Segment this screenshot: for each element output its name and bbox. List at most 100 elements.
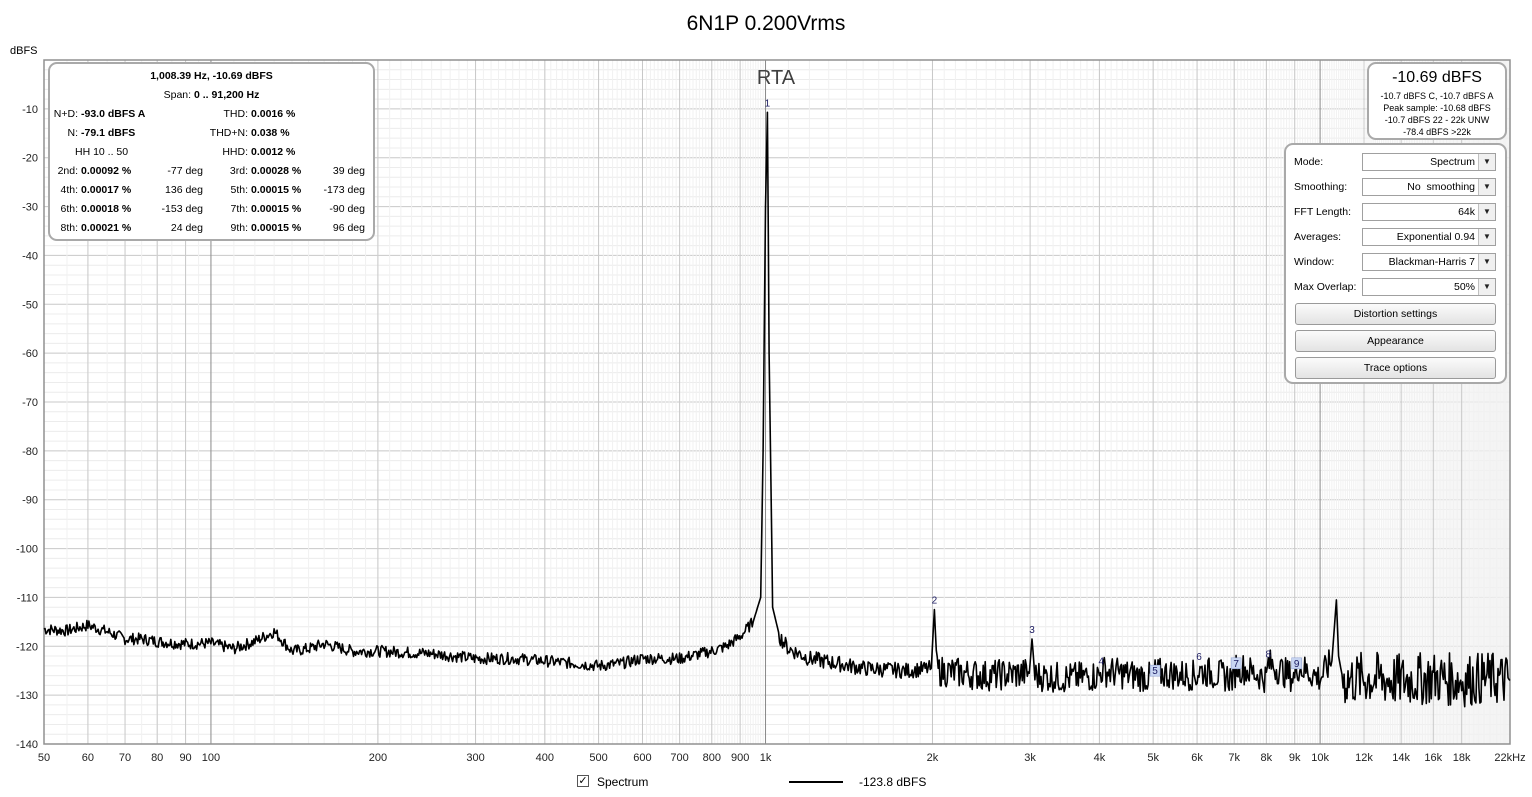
max-overlap-label: Max Overlap: xyxy=(1294,281,1357,293)
x-tick-label: 10k xyxy=(1311,752,1329,764)
harmonic-marker-label: 1 xyxy=(765,98,771,109)
x-tick-label: 600 xyxy=(633,752,651,764)
fft-length-value: 64k xyxy=(1458,206,1475,218)
mode-row: Mode: Spectrum ▼ xyxy=(1294,153,1498,173)
plot-area[interactable] xyxy=(43,59,1511,745)
harmonic-label: 3rd: xyxy=(229,165,248,177)
harmonic-marker-label: 7 xyxy=(1233,659,1239,670)
x-tick-label: 200 xyxy=(369,752,387,764)
x-tick-label: 14k xyxy=(1392,752,1410,764)
averages-value: Exponential 0.94 xyxy=(1396,231,1475,243)
spectrum-line xyxy=(43,111,1511,708)
y-tick-label: -10 xyxy=(22,104,38,116)
x-tick-label: 300 xyxy=(466,752,484,764)
legend-line-swatch xyxy=(789,781,843,783)
level-readout-box: -10.69 dBFS -10.7 dBFS C, -10.7 dBFS A P… xyxy=(1367,62,1507,140)
harmonic-marker-label: 6 xyxy=(1196,652,1202,663)
x-tick-label: 50 xyxy=(38,752,50,764)
y-tick-label: -40 xyxy=(22,250,38,262)
x-tick-label: 12k xyxy=(1355,752,1373,764)
harmonic-label: 7th: xyxy=(230,203,248,215)
harmonic-marker: 4 xyxy=(1099,657,1105,668)
chevron-down-icon[interactable]: ▼ xyxy=(1478,279,1495,295)
y-tick-label: -90 xyxy=(22,495,38,507)
max-overlap-value: 50% xyxy=(1453,281,1475,293)
span-value: 0 .. 91,200 Hz xyxy=(194,89,260,101)
harmonic-phase: -90 deg xyxy=(329,203,365,215)
mode-label: Mode: xyxy=(1294,156,1324,168)
spectrum-checkbox[interactable]: ✓ xyxy=(577,775,589,787)
trace-options-button[interactable]: Trace options xyxy=(1295,357,1496,379)
window-select[interactable]: Blackman-Harris 7 ▼ xyxy=(1362,253,1496,271)
mode-value: Spectrum xyxy=(1430,156,1475,168)
harmonic-value: 0.00092 % xyxy=(81,165,132,177)
level-big: -10.69 dBFS xyxy=(1392,69,1482,86)
smoothing-select[interactable]: No smoothing ▼ xyxy=(1362,178,1496,196)
y-tick-label: -130 xyxy=(16,690,38,702)
harmonic-marker: 7 xyxy=(1230,657,1242,670)
smoothing-value: No smoothing xyxy=(1407,181,1475,193)
stats-span-row: Span: 0 .. 91,200 Hz xyxy=(50,89,373,101)
y-tick-label: -80 xyxy=(22,446,38,458)
harmonic-value: 0.00015 % xyxy=(251,184,302,196)
harmonic-marker: 6 xyxy=(1196,652,1202,663)
chart-title: 6N1P 0.200Vrms xyxy=(687,12,846,35)
appearance-button[interactable]: Appearance xyxy=(1295,330,1496,352)
harmonic-label: 2nd: xyxy=(57,165,78,177)
y-tick-label: -70 xyxy=(22,397,38,409)
harmonic-label: 5th: xyxy=(230,184,248,196)
nd-label: N+D: xyxy=(53,108,78,120)
x-tick-label: 5k xyxy=(1147,752,1159,764)
x-tick-label: 6k xyxy=(1191,752,1203,764)
x-tick-label: 100 xyxy=(202,752,220,764)
chevron-down-icon[interactable]: ▼ xyxy=(1478,229,1495,245)
chevron-down-icon[interactable]: ▼ xyxy=(1478,204,1495,220)
spectrum-checkbox-label[interactable]: Spectrum xyxy=(597,775,649,789)
rta-controls-panel: Mode: Spectrum ▼ Smoothing: No smoothing… xyxy=(1284,143,1507,384)
harmonic-marker: 3 xyxy=(1029,625,1035,636)
x-tick-label: 700 xyxy=(670,752,688,764)
harmonic-marker-label: 4 xyxy=(1099,657,1105,668)
hhd-value: 0.0012 % xyxy=(251,146,296,158)
chevron-down-icon[interactable]: ▼ xyxy=(1478,154,1495,170)
harmonic-phase: -153 deg xyxy=(161,203,203,215)
averages-select[interactable]: Exponential 0.94 ▼ xyxy=(1362,228,1496,246)
mode-select[interactable]: Spectrum ▼ xyxy=(1362,153,1496,171)
harmonic-marker-box xyxy=(1230,657,1242,670)
y-tick-label: -100 xyxy=(16,544,38,556)
checkmark-icon: ✓ xyxy=(578,775,588,787)
x-tick-label: 8k xyxy=(1261,752,1273,764)
y-tick-label: -120 xyxy=(16,641,38,653)
y-axis-label: dBFS xyxy=(10,45,38,57)
smoothing-label: Smoothing: xyxy=(1294,181,1348,193)
harmonic-marker-label: 3 xyxy=(1029,625,1035,636)
harmonic-phase: 96 deg xyxy=(332,222,365,234)
chevron-down-icon[interactable]: ▼ xyxy=(1478,254,1495,270)
y-tick-label: -50 xyxy=(22,299,38,311)
chevron-down-icon[interactable]: ▼ xyxy=(1478,179,1495,195)
x-tick-label: 500 xyxy=(589,752,607,764)
x-tick-label: 16k xyxy=(1424,752,1442,764)
x-tick-label: 3k xyxy=(1024,752,1036,764)
averages-label: Averages: xyxy=(1294,231,1342,243)
distortion-settings-button[interactable]: Distortion settings xyxy=(1295,303,1496,325)
overlay-title: RTA xyxy=(757,67,796,89)
distortion-stats-box: 1,008.39 Hz, -10.69 dBFS Span: 0 .. 91,2… xyxy=(48,62,375,241)
level-line: -10.7 dBFS C, -10.7 dBFS A xyxy=(1380,91,1494,101)
y-tick-label: -110 xyxy=(17,592,38,604)
level-line: -10.7 dBFS 22 - 22k UNW xyxy=(1384,115,1490,125)
harmonic-marker: 8 xyxy=(1265,649,1271,660)
window-value: Blackman-Harris 7 xyxy=(1388,256,1475,268)
harmonic-marker: 5 xyxy=(1149,664,1161,677)
y-tick-label: -60 xyxy=(22,348,38,360)
harmonic-marker: 2 xyxy=(932,596,938,607)
max-overlap-select[interactable]: 50% ▼ xyxy=(1362,278,1496,296)
harmonic-label: 6th: xyxy=(60,203,78,215)
x-tick-label: 70 xyxy=(119,752,131,764)
fft-length-label: FFT Length: xyxy=(1294,206,1352,218)
fft-length-select[interactable]: 64k ▼ xyxy=(1362,203,1496,221)
x-tick-label: 22kHz xyxy=(1494,752,1525,764)
harmonic-marker-label: 5 xyxy=(1152,666,1158,677)
window-label: Window: xyxy=(1294,256,1335,268)
